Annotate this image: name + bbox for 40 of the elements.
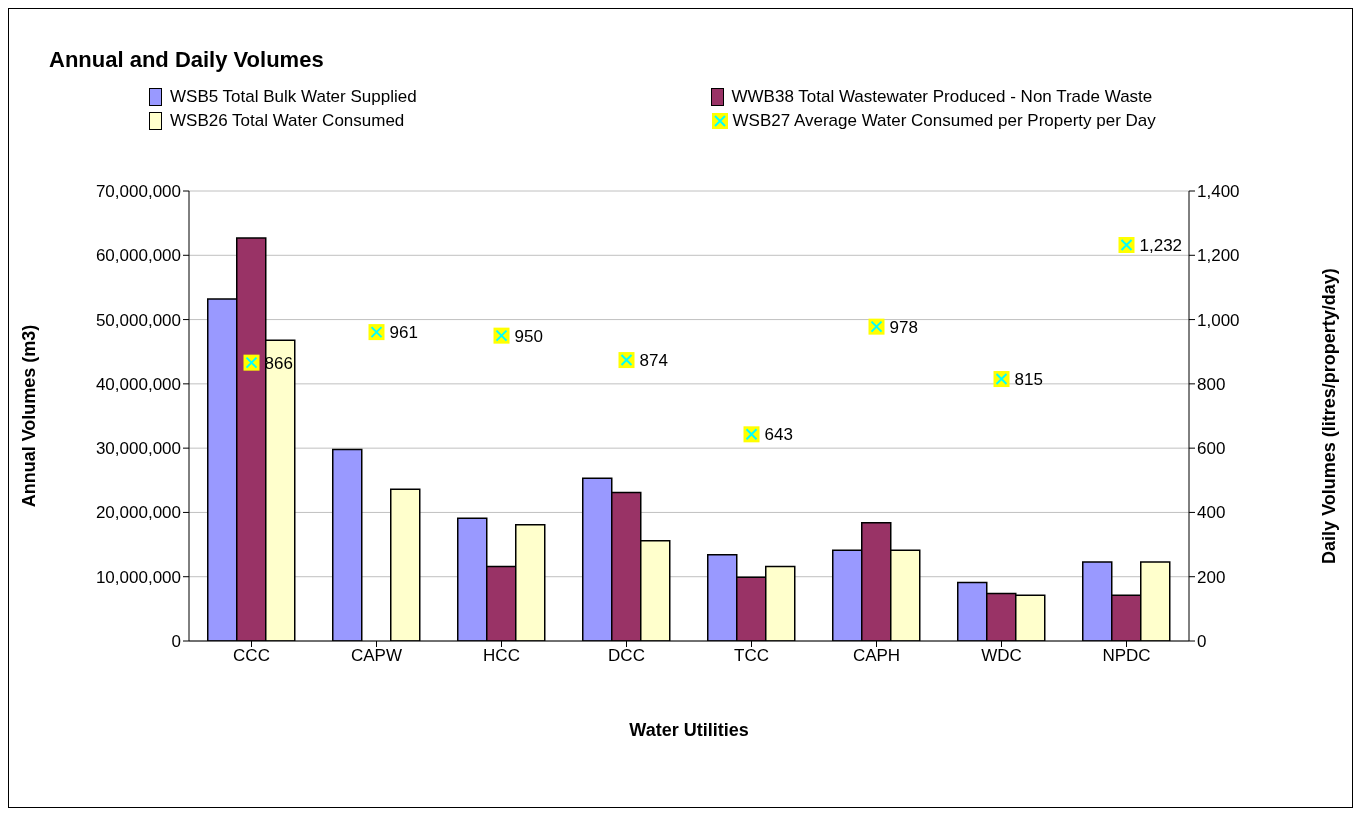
y2-tick-label: 1,200	[1197, 246, 1240, 266]
y-tick-label: 50,000,000	[95, 310, 181, 330]
y-tick-label: 10,000,000	[95, 567, 181, 587]
data-label: 874	[639, 351, 668, 371]
y-tick-label: 40,000,000	[95, 374, 181, 394]
y2-axis-title: Daily Volumes (litres/property/day)	[1319, 268, 1340, 564]
y-tick-label: 0	[171, 632, 181, 652]
y2-tick-label: 1,000	[1197, 310, 1240, 330]
x-tick-label: CCC	[233, 646, 270, 666]
legend-label: WSB26 Total Water Consumed	[170, 111, 405, 131]
x-tick-label: HCC	[483, 646, 520, 666]
y2-tick-label: 200	[1197, 567, 1226, 587]
legend-label: WSB5 Total Bulk Water Supplied	[170, 87, 417, 107]
data-label: 866	[264, 353, 293, 373]
x-axis-title: Water Utilities	[629, 720, 749, 740]
data-label: 643	[764, 425, 793, 445]
x-tick-label: CAPW	[351, 646, 402, 666]
x-tick-label: TCC	[734, 646, 769, 666]
data-label: 815	[1014, 370, 1043, 390]
y2-tick-label: 0	[1197, 632, 1207, 652]
x-tick-label: CAPH	[852, 646, 901, 666]
y-tick-label: 70,000,000	[95, 182, 181, 202]
y-tick-label: 60,000,000	[95, 246, 181, 266]
legend-label: WWB38 Total Wastewater Produced - Non Trade Waste	[731, 87, 1153, 107]
chart-title: Annual and Daily Volumes	[48, 46, 325, 73]
y-tick-label: 30,000,000	[95, 439, 181, 459]
y-tick-label: 20,000,000	[95, 503, 181, 523]
x-tick-label: DCC	[608, 646, 645, 666]
y2-tick-label: 1,400	[1197, 182, 1240, 202]
x-tick-label: NPDC	[1102, 646, 1151, 666]
data-label: 1,232	[1139, 236, 1183, 255]
y-axis-title: Annual Volumes (m3)	[19, 324, 40, 508]
data-label: 978	[889, 317, 918, 337]
x-tick-label: WDC	[981, 646, 1022, 666]
y2-tick-label: 600	[1197, 439, 1226, 459]
y2-tick-label: 400	[1197, 503, 1226, 523]
data-label: 961	[389, 323, 418, 343]
legend-label: WSB27 Average Water Consumed per Property per Day	[732, 111, 1156, 131]
y2-tick-label: 800	[1197, 374, 1226, 394]
data-label: 950	[514, 326, 543, 346]
